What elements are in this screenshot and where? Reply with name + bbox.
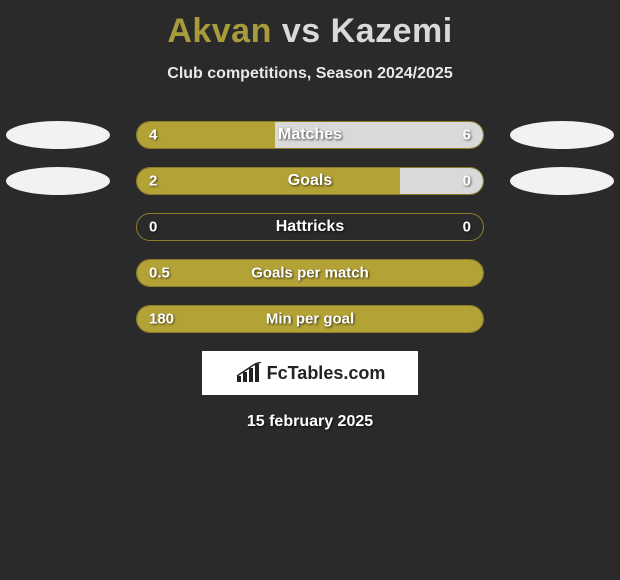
stat-bar-track: 0 0Hattricks bbox=[136, 213, 484, 241]
logo-text: FcTables.com bbox=[267, 363, 386, 384]
stat-row: 46Matches bbox=[0, 121, 620, 149]
stat-value-left: 180 bbox=[149, 311, 174, 328]
stat-value-left: 2 bbox=[149, 173, 157, 190]
stat-row: 0.5Goals per match bbox=[0, 259, 620, 287]
stat-bar-fill-player1 bbox=[137, 168, 400, 194]
stat-value-right: 0 bbox=[463, 173, 471, 190]
subtitle: Club competitions, Season 2024/2025 bbox=[0, 65, 620, 83]
stat-label: Hattricks bbox=[137, 218, 483, 236]
avatar-player1 bbox=[6, 167, 110, 195]
page-title: Akvan vs Kazemi bbox=[0, 0, 620, 51]
stat-bar-track: 0.5Goals per match bbox=[136, 259, 484, 287]
stats-chart: 46Matches20Goals00Hattricks0.5Goals per … bbox=[0, 121, 620, 333]
avatar-player1 bbox=[6, 121, 110, 149]
stat-value-left: 0 bbox=[149, 219, 157, 236]
stat-bar-track: 180Min per goal bbox=[136, 305, 484, 333]
date-label: 15 february 2025 bbox=[0, 413, 620, 431]
stat-row: 20Goals bbox=[0, 167, 620, 195]
stat-row: 0 0Hattricks bbox=[0, 213, 620, 241]
title-player1: Akvan bbox=[167, 12, 272, 50]
stat-bar-fill-player1 bbox=[137, 306, 483, 332]
avatar-player2 bbox=[510, 121, 614, 149]
title-vs: vs bbox=[282, 12, 321, 50]
stat-bar-track: 46Matches bbox=[136, 121, 484, 149]
stat-value-right: 6 bbox=[463, 127, 471, 144]
title-player2: Kazemi bbox=[331, 12, 453, 50]
stat-bar-track: 20Goals bbox=[136, 167, 484, 195]
stat-value-left: 4 bbox=[149, 127, 157, 144]
logo-chart-icon bbox=[235, 362, 263, 384]
stat-bar-fill-player1 bbox=[137, 260, 483, 286]
avatar-player2 bbox=[510, 167, 614, 195]
stat-row: 180Min per goal bbox=[0, 305, 620, 333]
logo: FcTables.com bbox=[202, 351, 418, 395]
stat-bar-fill-player1 bbox=[137, 122, 275, 148]
stat-value-left: 0.5 bbox=[149, 265, 170, 282]
stat-bar-fill-player2 bbox=[275, 122, 483, 148]
stat-value-right: 0 bbox=[463, 219, 471, 236]
